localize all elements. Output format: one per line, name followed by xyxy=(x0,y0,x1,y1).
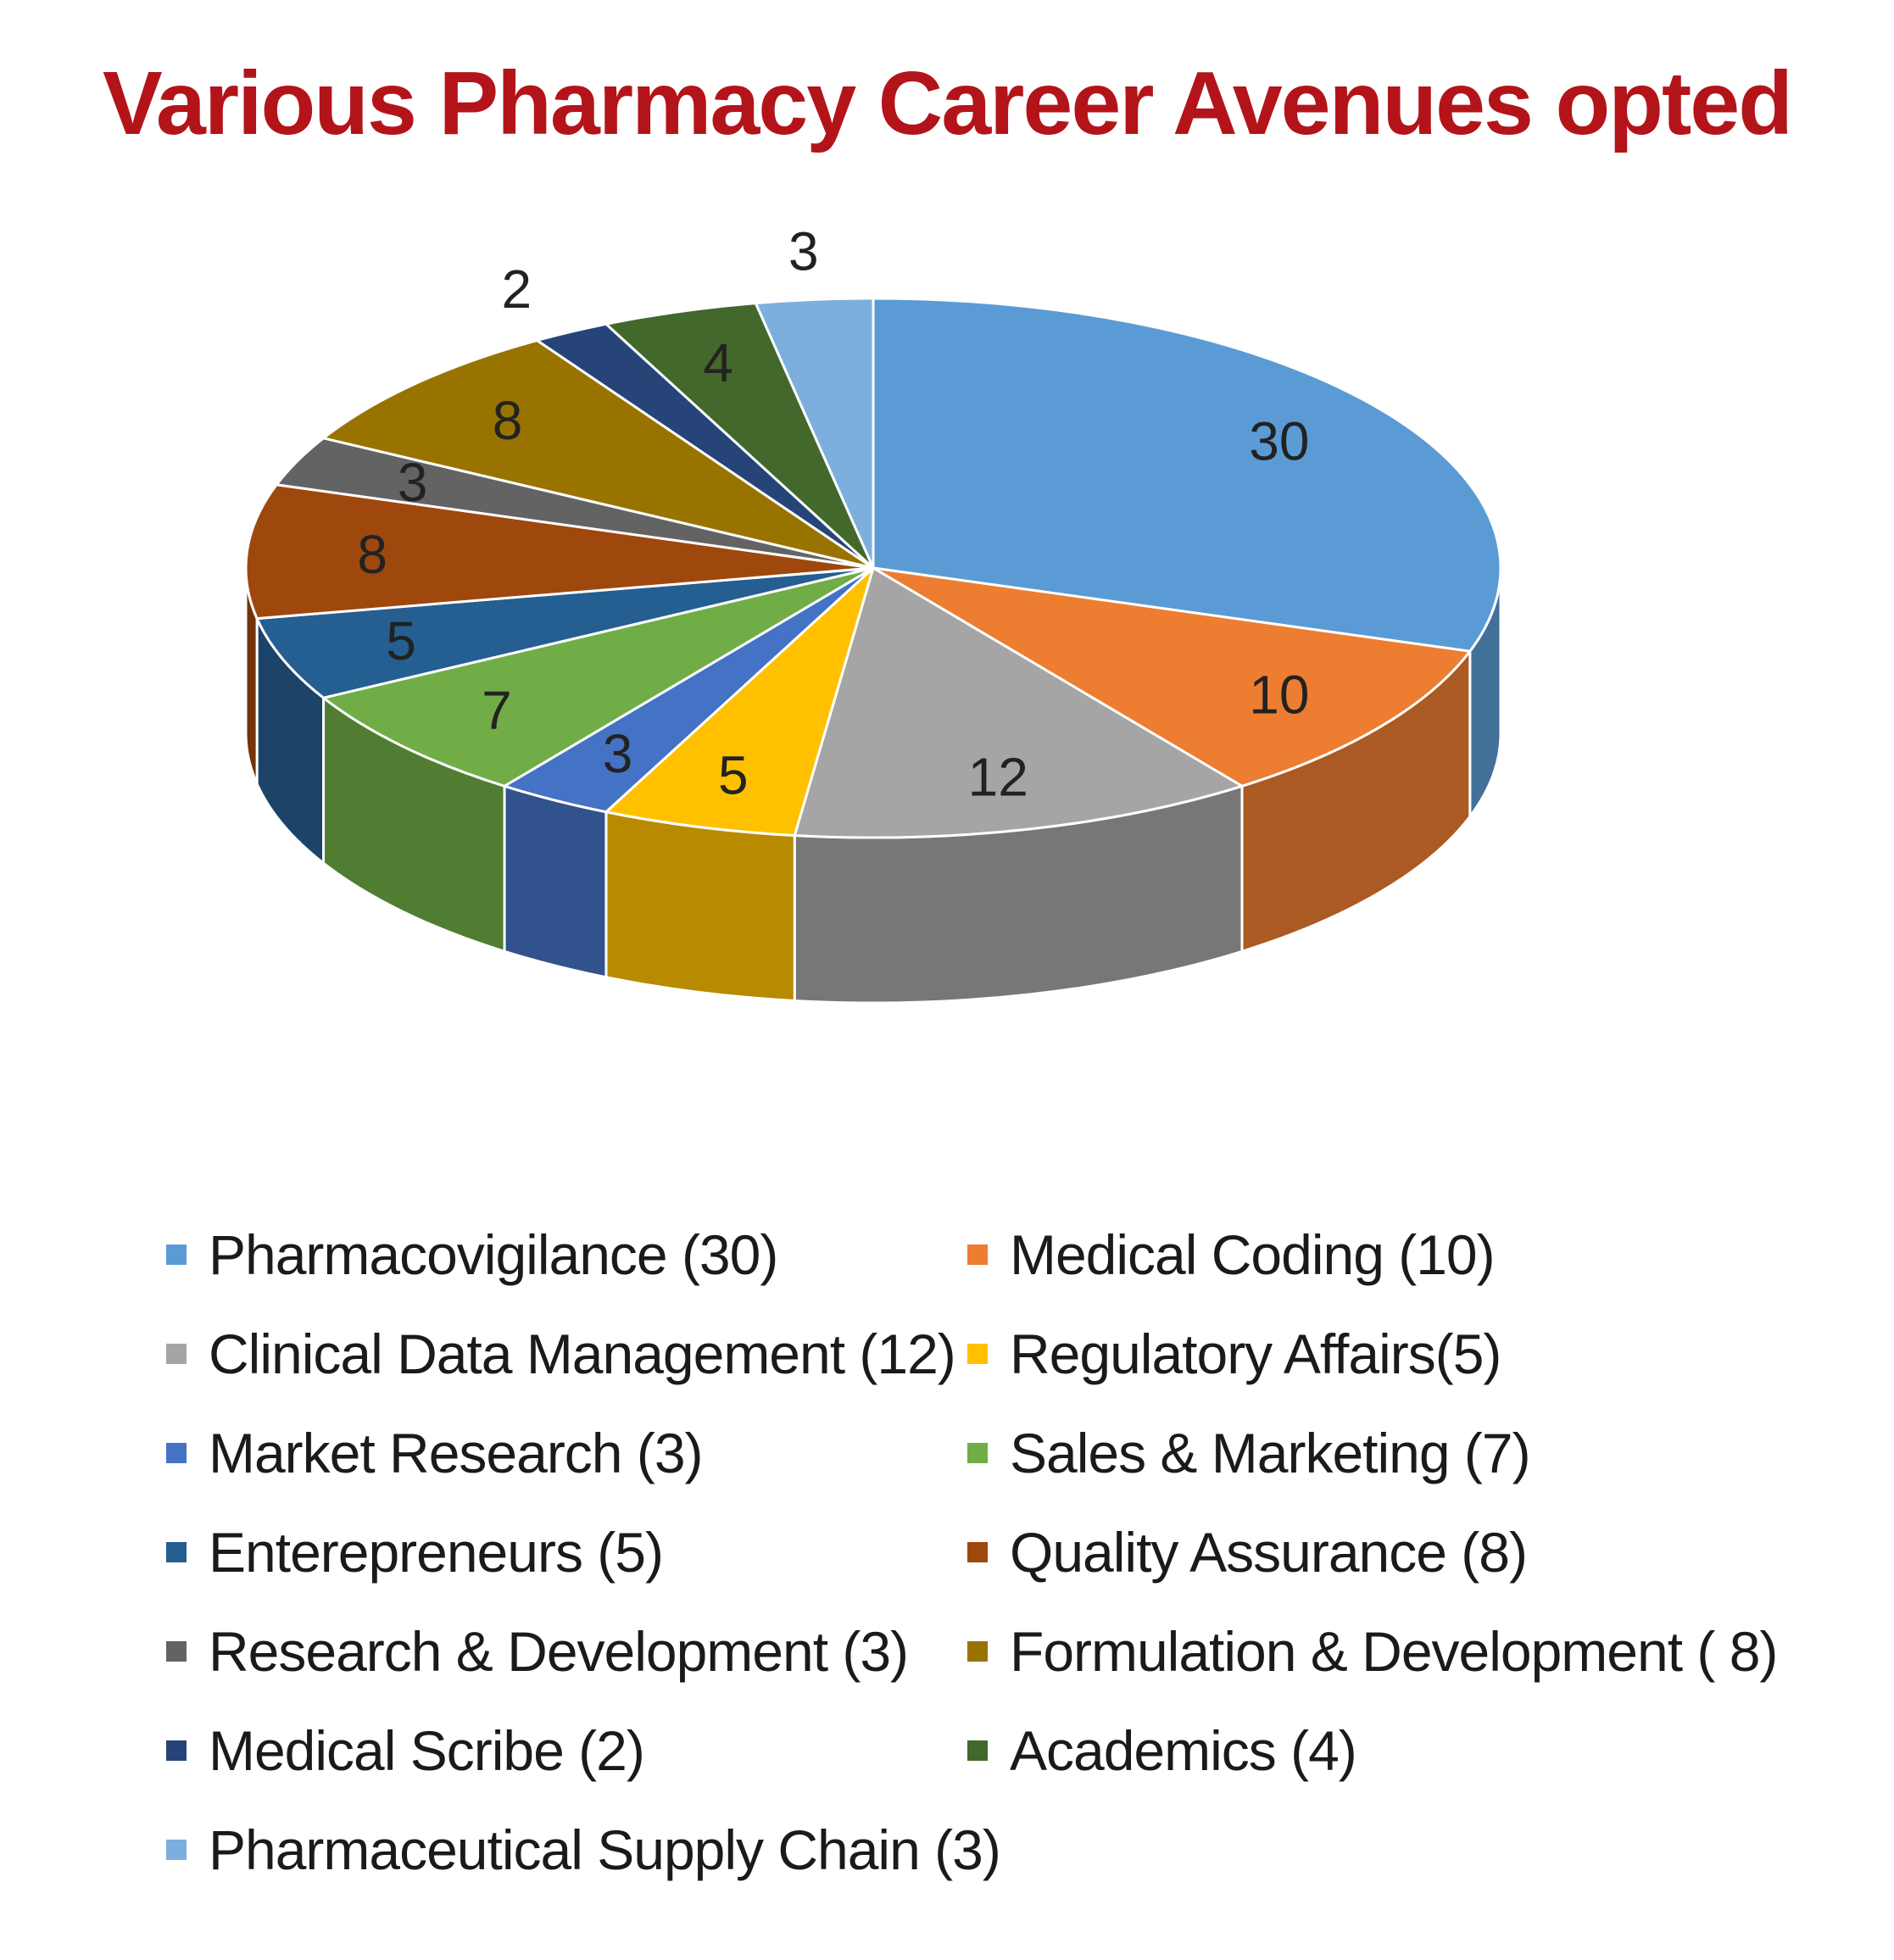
data-label-4: 3 xyxy=(603,723,633,784)
pie-slice-5 xyxy=(322,566,875,788)
data-label-3: 5 xyxy=(718,744,749,805)
legend-swatch xyxy=(967,1344,988,1364)
data-label-1: 10 xyxy=(1249,665,1309,726)
pie-side-3 xyxy=(604,810,796,1003)
legend-label: Quality Assurance (8) xyxy=(1010,1521,1528,1584)
legend-swatch xyxy=(166,1840,187,1860)
legend-item-5: Sales & Marketing (7) xyxy=(967,1411,1531,1495)
data-label-2: 12 xyxy=(968,746,1028,807)
legend-swatch xyxy=(166,1641,187,1662)
legend-item-11: Academics (4) xyxy=(967,1708,1357,1793)
legend-item-7: Quality Assurance (8) xyxy=(967,1510,1528,1595)
pie-side-4 xyxy=(503,784,608,979)
legend-item-12: Pharmaceutical Supply Chain (3) xyxy=(166,1807,1001,1892)
pie-slice-12 xyxy=(754,297,875,570)
legend-swatch xyxy=(166,1244,187,1265)
legend-swatch xyxy=(166,1740,187,1761)
legend-item-6: Enterepreneurs (5) xyxy=(166,1510,664,1595)
legend-item-10: Medical Scribe (2) xyxy=(166,1708,645,1793)
data-label-9: 8 xyxy=(493,390,523,451)
legend-swatch xyxy=(166,1344,187,1364)
legend-label: Regulatory Affairs(5) xyxy=(1010,1322,1501,1385)
legend-item-2: Clinical Data Management (12) xyxy=(166,1311,956,1396)
pie-slice-1 xyxy=(872,566,1472,788)
legend-swatch xyxy=(967,1641,988,1662)
pie-side-walls xyxy=(244,567,1502,1005)
pie-slice-11 xyxy=(604,302,875,570)
legend-swatch xyxy=(967,1443,988,1463)
data-label-8: 3 xyxy=(398,452,428,513)
data-label-0: 30 xyxy=(1249,411,1309,472)
legend-label: Clinical Data Management (12) xyxy=(209,1322,956,1385)
legend-label: Medical Coding (10) xyxy=(1010,1223,1496,1286)
data-label-12: 3 xyxy=(788,220,819,281)
legend-item-9: Formulation & Development ( 8) xyxy=(967,1609,1778,1694)
pie-slice-7 xyxy=(244,483,875,621)
legend-label: Enterepreneurs (5) xyxy=(209,1521,664,1584)
legend-swatch xyxy=(967,1740,988,1761)
pie-slice-9 xyxy=(322,339,875,570)
legend-item-4: Market Research (3) xyxy=(166,1411,704,1495)
data-label-11: 4 xyxy=(703,332,733,393)
pie-slice-2 xyxy=(793,566,1244,839)
legend-label: Market Research (3) xyxy=(209,1422,704,1484)
legend-swatch xyxy=(967,1244,988,1265)
pie-slice-3 xyxy=(604,566,875,837)
pie-slice-6 xyxy=(255,566,875,699)
legend-label: Formulation & Development ( 8) xyxy=(1010,1620,1778,1683)
pie-slice-0 xyxy=(872,297,1502,653)
legend-item-0: Pharmacovigilance (30) xyxy=(166,1212,778,1297)
legend-label: Research & Development (3) xyxy=(209,1620,909,1683)
legend-swatch xyxy=(166,1443,187,1463)
data-label-6: 5 xyxy=(386,610,416,671)
data-label-10: 2 xyxy=(502,259,532,320)
legend-label: Medical Scribe (2) xyxy=(209,1719,645,1782)
legend-label: Academics (4) xyxy=(1010,1719,1357,1782)
legend-item-3: Regulatory Affairs(5) xyxy=(967,1311,1501,1396)
legend-label: Pharmaceutical Supply Chain (3) xyxy=(209,1818,1001,1881)
legend-label: Pharmacovigilance (30) xyxy=(209,1223,778,1286)
legend-item-8: Research & Development (3) xyxy=(166,1609,909,1694)
data-label-5: 7 xyxy=(482,680,512,741)
legend-label: Sales & Marketing (7) xyxy=(1010,1422,1531,1484)
legend-item-1: Medical Coding (10) xyxy=(967,1212,1496,1297)
legend-swatch xyxy=(967,1542,988,1562)
data-label-7: 8 xyxy=(357,524,387,585)
legend-swatch xyxy=(166,1542,187,1562)
pie-top-face xyxy=(244,297,1502,839)
chart-title: Various Pharmacy Career Avenues opted xyxy=(103,53,1793,153)
